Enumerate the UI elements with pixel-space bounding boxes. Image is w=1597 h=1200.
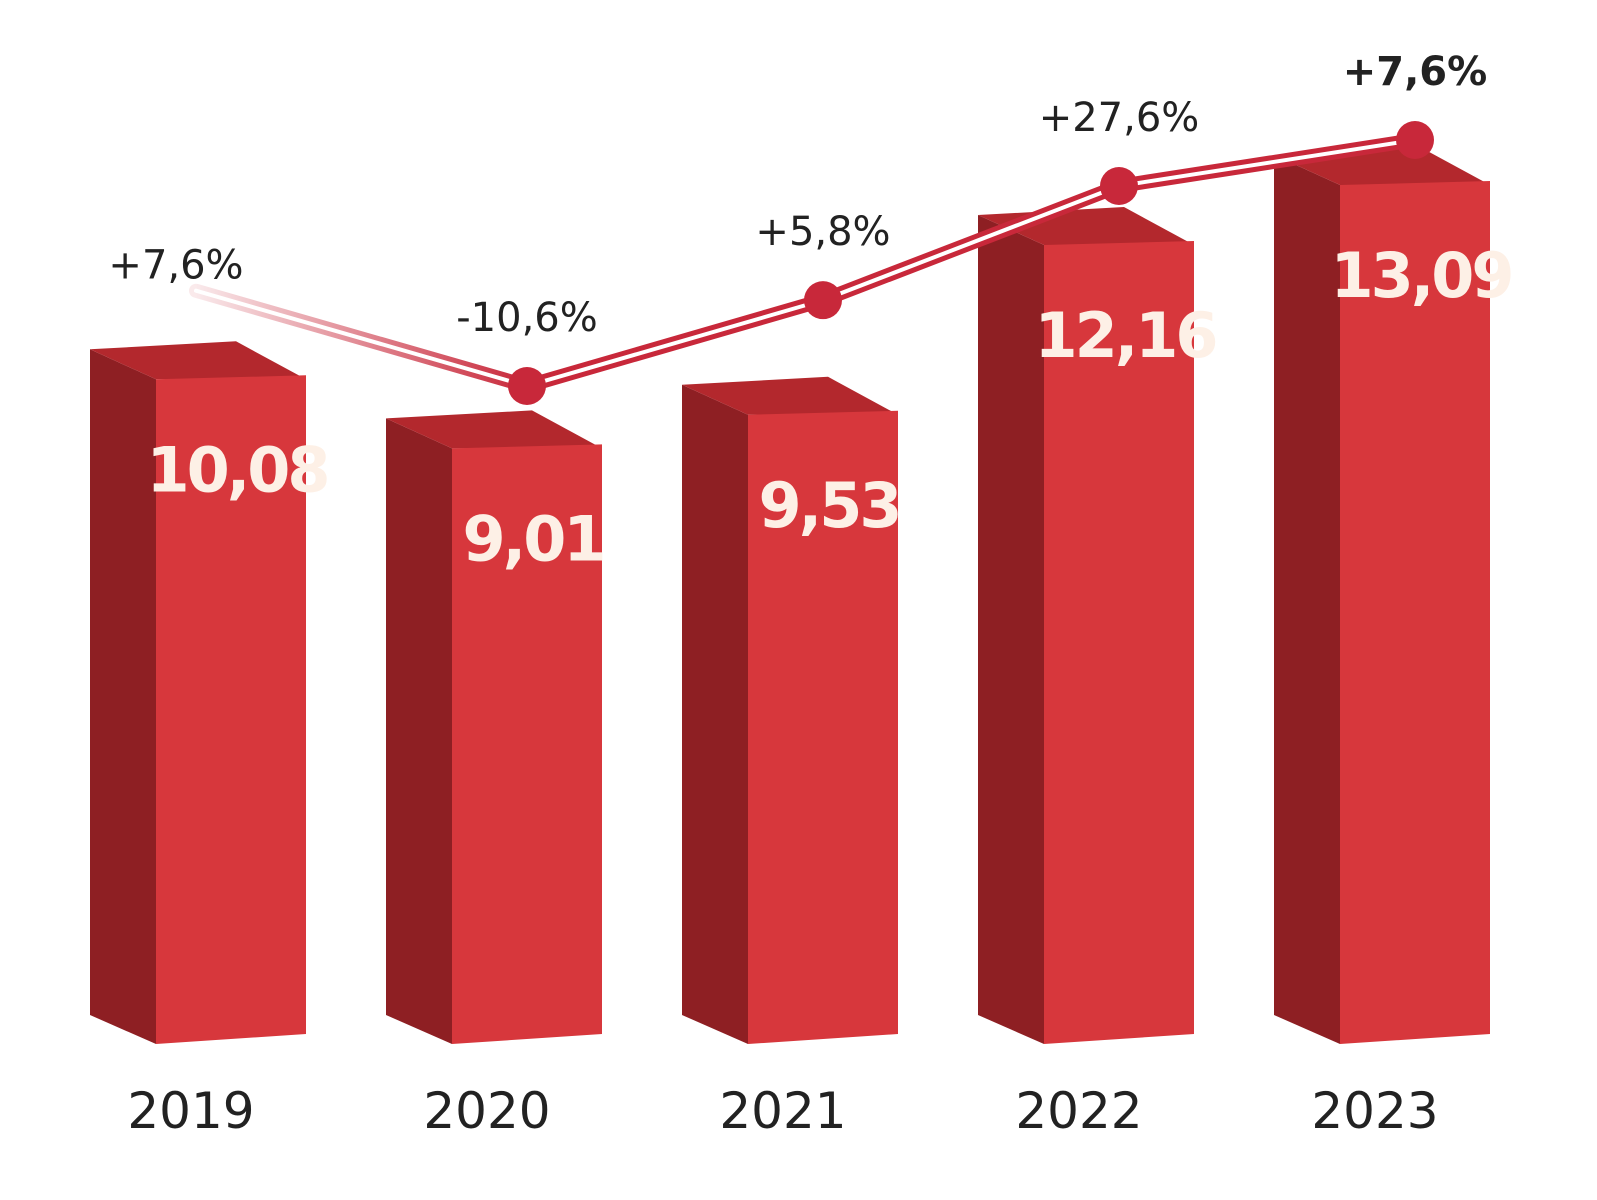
bar-2023 [1340, 181, 1490, 1044]
bar-side-2020 [386, 418, 452, 1045]
x-tick-label-2019: 2019 [127, 1082, 254, 1140]
labels-group: 10,08 2019 9,01 2020 9,53 2021 12,16 2022 13,09 2… [108, 49, 1514, 1140]
bars-group [90, 147, 1490, 1045]
bar-side-2023 [1274, 155, 1340, 1044]
trend-point-2022 [1100, 167, 1138, 205]
bar-value-label-2022: 12,16 [1034, 299, 1215, 372]
bar-2021 [748, 410, 898, 1044]
growth-label-2019: +7,6% [108, 243, 243, 289]
trend-point-2023 [1396, 121, 1434, 159]
trend-line-inner [526, 138, 1416, 388]
x-tick-label-2023: 2023 [1311, 1082, 1438, 1140]
bar-2019 [156, 375, 306, 1044]
bar-2020 [452, 444, 602, 1045]
growth-label-2022: +27,6% [1039, 95, 1200, 141]
x-tick-label-2022: 2022 [1015, 1082, 1142, 1140]
x-tick-label-2020: 2020 [423, 1082, 550, 1140]
bar-side-2019 [90, 349, 156, 1044]
bar-side-2021 [682, 384, 748, 1044]
growth-trend-line [189, 121, 1434, 405]
bar-top-2021 [682, 376, 898, 415]
growth-label-2021: +5,8% [755, 209, 890, 255]
trend-point-2020 [508, 367, 546, 405]
bar-top-2019 [90, 341, 306, 380]
growth-label-2023: +7,6% [1343, 49, 1487, 95]
bar-top-2020 [386, 410, 602, 449]
bar-side-2022 [978, 215, 1044, 1045]
bar-value-label-2020: 9,01 [463, 502, 604, 575]
bar-value-label-2023: 13,09 [1330, 239, 1511, 312]
x-tick-label-2021: 2021 [719, 1082, 846, 1140]
trend-point-2021 [804, 281, 842, 320]
bar-2022 [1044, 241, 1194, 1045]
bar-value-label-2019: 10,08 [146, 433, 327, 506]
trend-segment-inner-0 [194, 288, 529, 388]
growth-label-2020: -10,6% [456, 295, 598, 341]
bar-value-label-2021: 9,53 [759, 469, 900, 542]
